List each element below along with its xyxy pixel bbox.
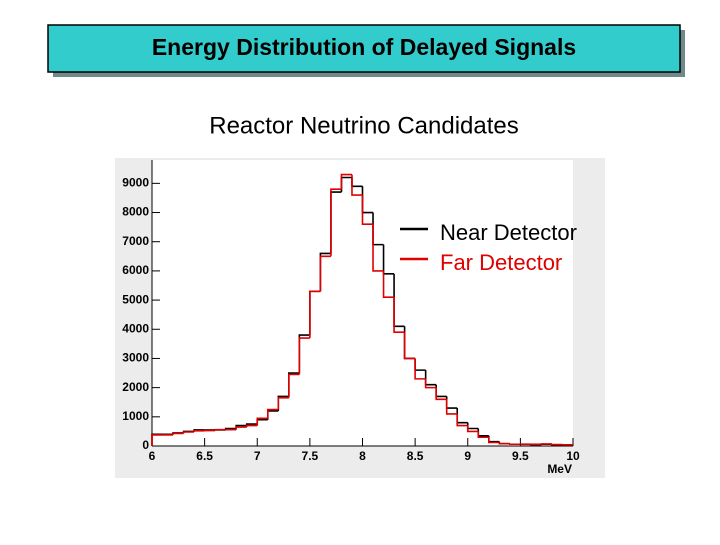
y-tick-label: 7000: [122, 234, 149, 248]
x-tick-label: 6.5: [196, 449, 213, 463]
x-axis-label: MeV: [547, 462, 572, 476]
legend-label: Far Detector: [440, 250, 562, 275]
x-tick-label: 9.5: [512, 449, 529, 463]
y-tick-label: 3000: [122, 351, 149, 365]
y-tick-label: 9000: [122, 176, 149, 190]
x-tick-label: 9: [464, 449, 471, 463]
y-tick-label: 2000: [122, 380, 149, 394]
x-tick-label: 8.5: [407, 449, 424, 463]
y-tick-label: 8000: [122, 205, 149, 219]
histogram-step: [552, 444, 563, 445]
x-tick-label: 6: [149, 449, 156, 463]
histogram-step: [215, 430, 226, 431]
slide-title: Energy Distribution of Delayed Signals: [152, 34, 576, 60]
x-tick-label: 7.5: [302, 449, 319, 463]
y-tick-label: 4000: [122, 321, 149, 335]
x-tick-label: 7: [254, 449, 261, 463]
histogram-step: [510, 444, 521, 445]
y-tick-label: 5000: [122, 292, 149, 306]
x-tick-label: 10: [566, 449, 580, 463]
chart-title: Reactor Neutrino Candidates: [209, 112, 519, 139]
legend-label: Near Detector: [440, 220, 577, 245]
x-tick-label: 8: [359, 449, 366, 463]
y-tick-label: 6000: [122, 263, 149, 277]
y-tick-label: 1000: [122, 409, 149, 423]
